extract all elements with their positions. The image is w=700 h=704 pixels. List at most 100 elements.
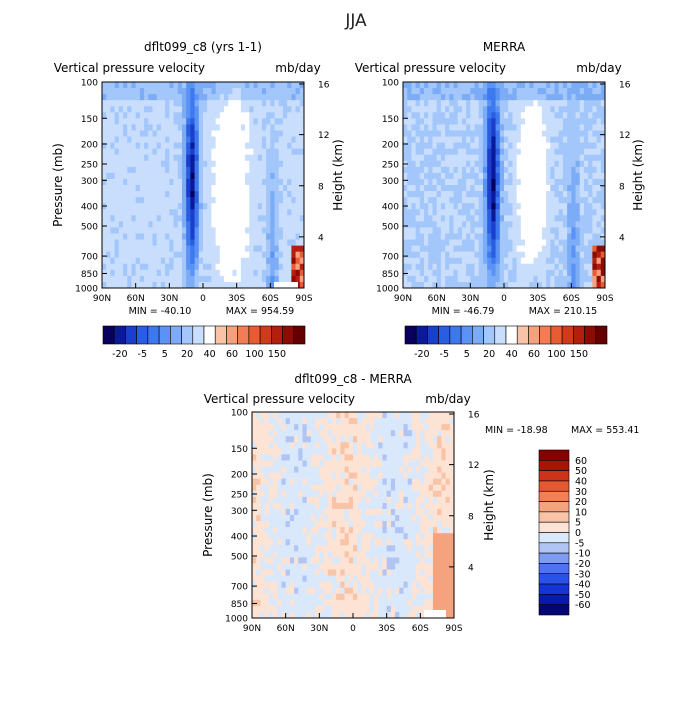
heatmap-cell [542, 185, 547, 191]
heatmap-cell [576, 118, 581, 124]
heatmap-cell [395, 485, 400, 491]
heatmap-cell [195, 270, 200, 276]
heatmap-cell [567, 118, 572, 124]
heatmap-cell [395, 448, 400, 454]
heatmap-cell [211, 149, 216, 155]
heatmap-cell [512, 276, 517, 282]
heatmap-cell [153, 155, 158, 161]
heatmap-cell [504, 203, 509, 209]
heatmap-cell [144, 264, 149, 270]
heatmap-cell [458, 252, 463, 258]
heatmap-cell [470, 167, 475, 173]
heatmap-cell [211, 252, 216, 258]
heatmap-cell [466, 252, 471, 258]
heatmap-cell [254, 252, 259, 258]
heatmap-cell [542, 112, 547, 118]
heatmap-cell [232, 155, 237, 161]
heatmap-cell [500, 106, 505, 112]
heatmap-cell [249, 264, 254, 270]
heatmap-cell [216, 118, 221, 124]
heatmap-cell [525, 215, 530, 221]
heatmap-cell [483, 118, 488, 124]
heatmap-cell [458, 161, 463, 167]
heatmap-cell [395, 576, 400, 582]
heatmap-cell [508, 112, 513, 118]
heatmap-cell [144, 82, 149, 88]
heatmap-cell [336, 582, 341, 588]
heatmap-cell [517, 155, 522, 161]
heatmap-cell [315, 448, 320, 454]
heatmap-cell [420, 124, 425, 130]
heatmap-cell [110, 124, 115, 130]
heatmap-cell [366, 606, 371, 612]
heatmap-cell [412, 442, 417, 448]
heatmap-cell [404, 448, 409, 454]
heatmap-cell [592, 203, 597, 209]
heatmap-cell [432, 100, 437, 106]
heatmap-cell [525, 276, 530, 282]
heatmap-cell [232, 173, 237, 179]
heatmap-cell [131, 270, 136, 276]
heatmap-cell [286, 606, 291, 612]
heatmap-cell [148, 221, 153, 227]
heatmap-cell [349, 436, 354, 442]
heatmap-cell [399, 533, 404, 539]
heatmap-cell [199, 197, 204, 203]
heatmap-cell [525, 264, 530, 270]
heatmap-cell [412, 503, 417, 509]
heatmap-cell [576, 130, 581, 136]
heatmap-cell [190, 82, 195, 88]
heatmap-cell [224, 282, 229, 288]
heatmap-cell [403, 88, 408, 94]
heatmap-cell [336, 430, 341, 436]
heatmap-cell [412, 424, 417, 430]
heatmap-cell [211, 264, 216, 270]
heatmap-cell [370, 515, 375, 521]
heatmap-cell [416, 88, 421, 94]
heatmap-cell [110, 215, 115, 221]
heatmap-cell [378, 418, 383, 424]
heatmap-cell [265, 497, 270, 503]
heatmap-cell [588, 185, 593, 191]
heatmap-cell [169, 276, 174, 282]
heatmap-cell [425, 551, 430, 557]
heatmap-cell [487, 118, 492, 124]
heatmap-cell [190, 270, 195, 276]
heatmap-cell [449, 82, 454, 88]
heatmap-cell [169, 209, 174, 215]
heatmap-cell [366, 600, 371, 606]
heatmap-cell [169, 82, 174, 88]
heatmap-cell [353, 412, 358, 418]
heatmap-cell [281, 491, 286, 497]
heatmap-cell [249, 155, 254, 161]
heatmap-cell [416, 497, 421, 503]
heatmap-cell [270, 185, 275, 191]
heatmap-cell [512, 149, 517, 155]
heatmap-cell [254, 179, 259, 185]
heatmap-cell [148, 100, 153, 106]
heatmap-cell [437, 442, 442, 448]
heatmap-cell [454, 240, 459, 246]
heatmap-cell [529, 106, 534, 112]
heatmap-cell [382, 503, 387, 509]
heatmap-cell [270, 124, 275, 130]
heatmap-cell [294, 521, 299, 527]
heatmap-cell [391, 467, 396, 473]
heatmap-cell [437, 130, 442, 136]
heatmap-cell [550, 161, 555, 167]
heatmap-cell [576, 191, 581, 197]
heatmap-cell [475, 155, 480, 161]
heatmap-cell [328, 424, 333, 430]
heatmap-cell [303, 430, 308, 436]
heatmap-cell [479, 264, 484, 270]
heatmap-cell [311, 448, 316, 454]
heatmap-cell [416, 137, 421, 143]
heatmap-cell [144, 88, 149, 94]
heatmap-cell [256, 576, 261, 582]
heatmap-cell [291, 197, 296, 203]
heatmap-cell [525, 94, 530, 100]
heatmap-cell [559, 197, 564, 203]
heatmap-cell [115, 197, 120, 203]
heatmap-cell [270, 197, 275, 203]
